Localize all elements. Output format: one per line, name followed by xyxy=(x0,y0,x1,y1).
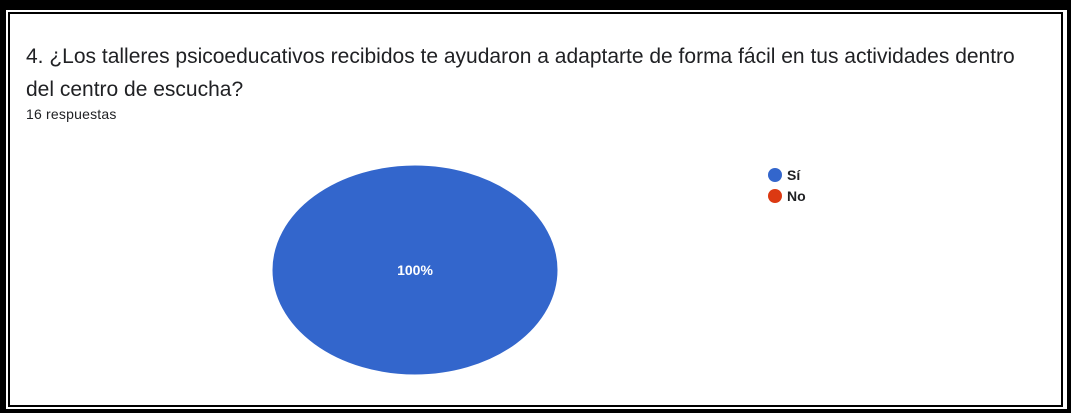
legend-label-no: No xyxy=(787,187,806,204)
legend-label-si: Sí xyxy=(787,166,801,183)
question-title: 4. ¿Los talleres psicoeducativos recibid… xyxy=(26,45,1015,101)
pie-labels: 100% xyxy=(397,262,433,278)
chart-legend: Sí No xyxy=(768,164,806,206)
response-count: 16 respuestas xyxy=(26,106,117,122)
legend-swatch-si xyxy=(768,167,782,182)
legend-item-si[interactable]: Sí xyxy=(768,164,806,185)
pie-slices xyxy=(271,164,559,376)
pie-label-si: 100% xyxy=(397,262,433,278)
legend-swatch-no xyxy=(768,188,782,203)
pie-slice-si[interactable] xyxy=(271,164,559,376)
legend-item-no[interactable]: No xyxy=(768,185,806,206)
